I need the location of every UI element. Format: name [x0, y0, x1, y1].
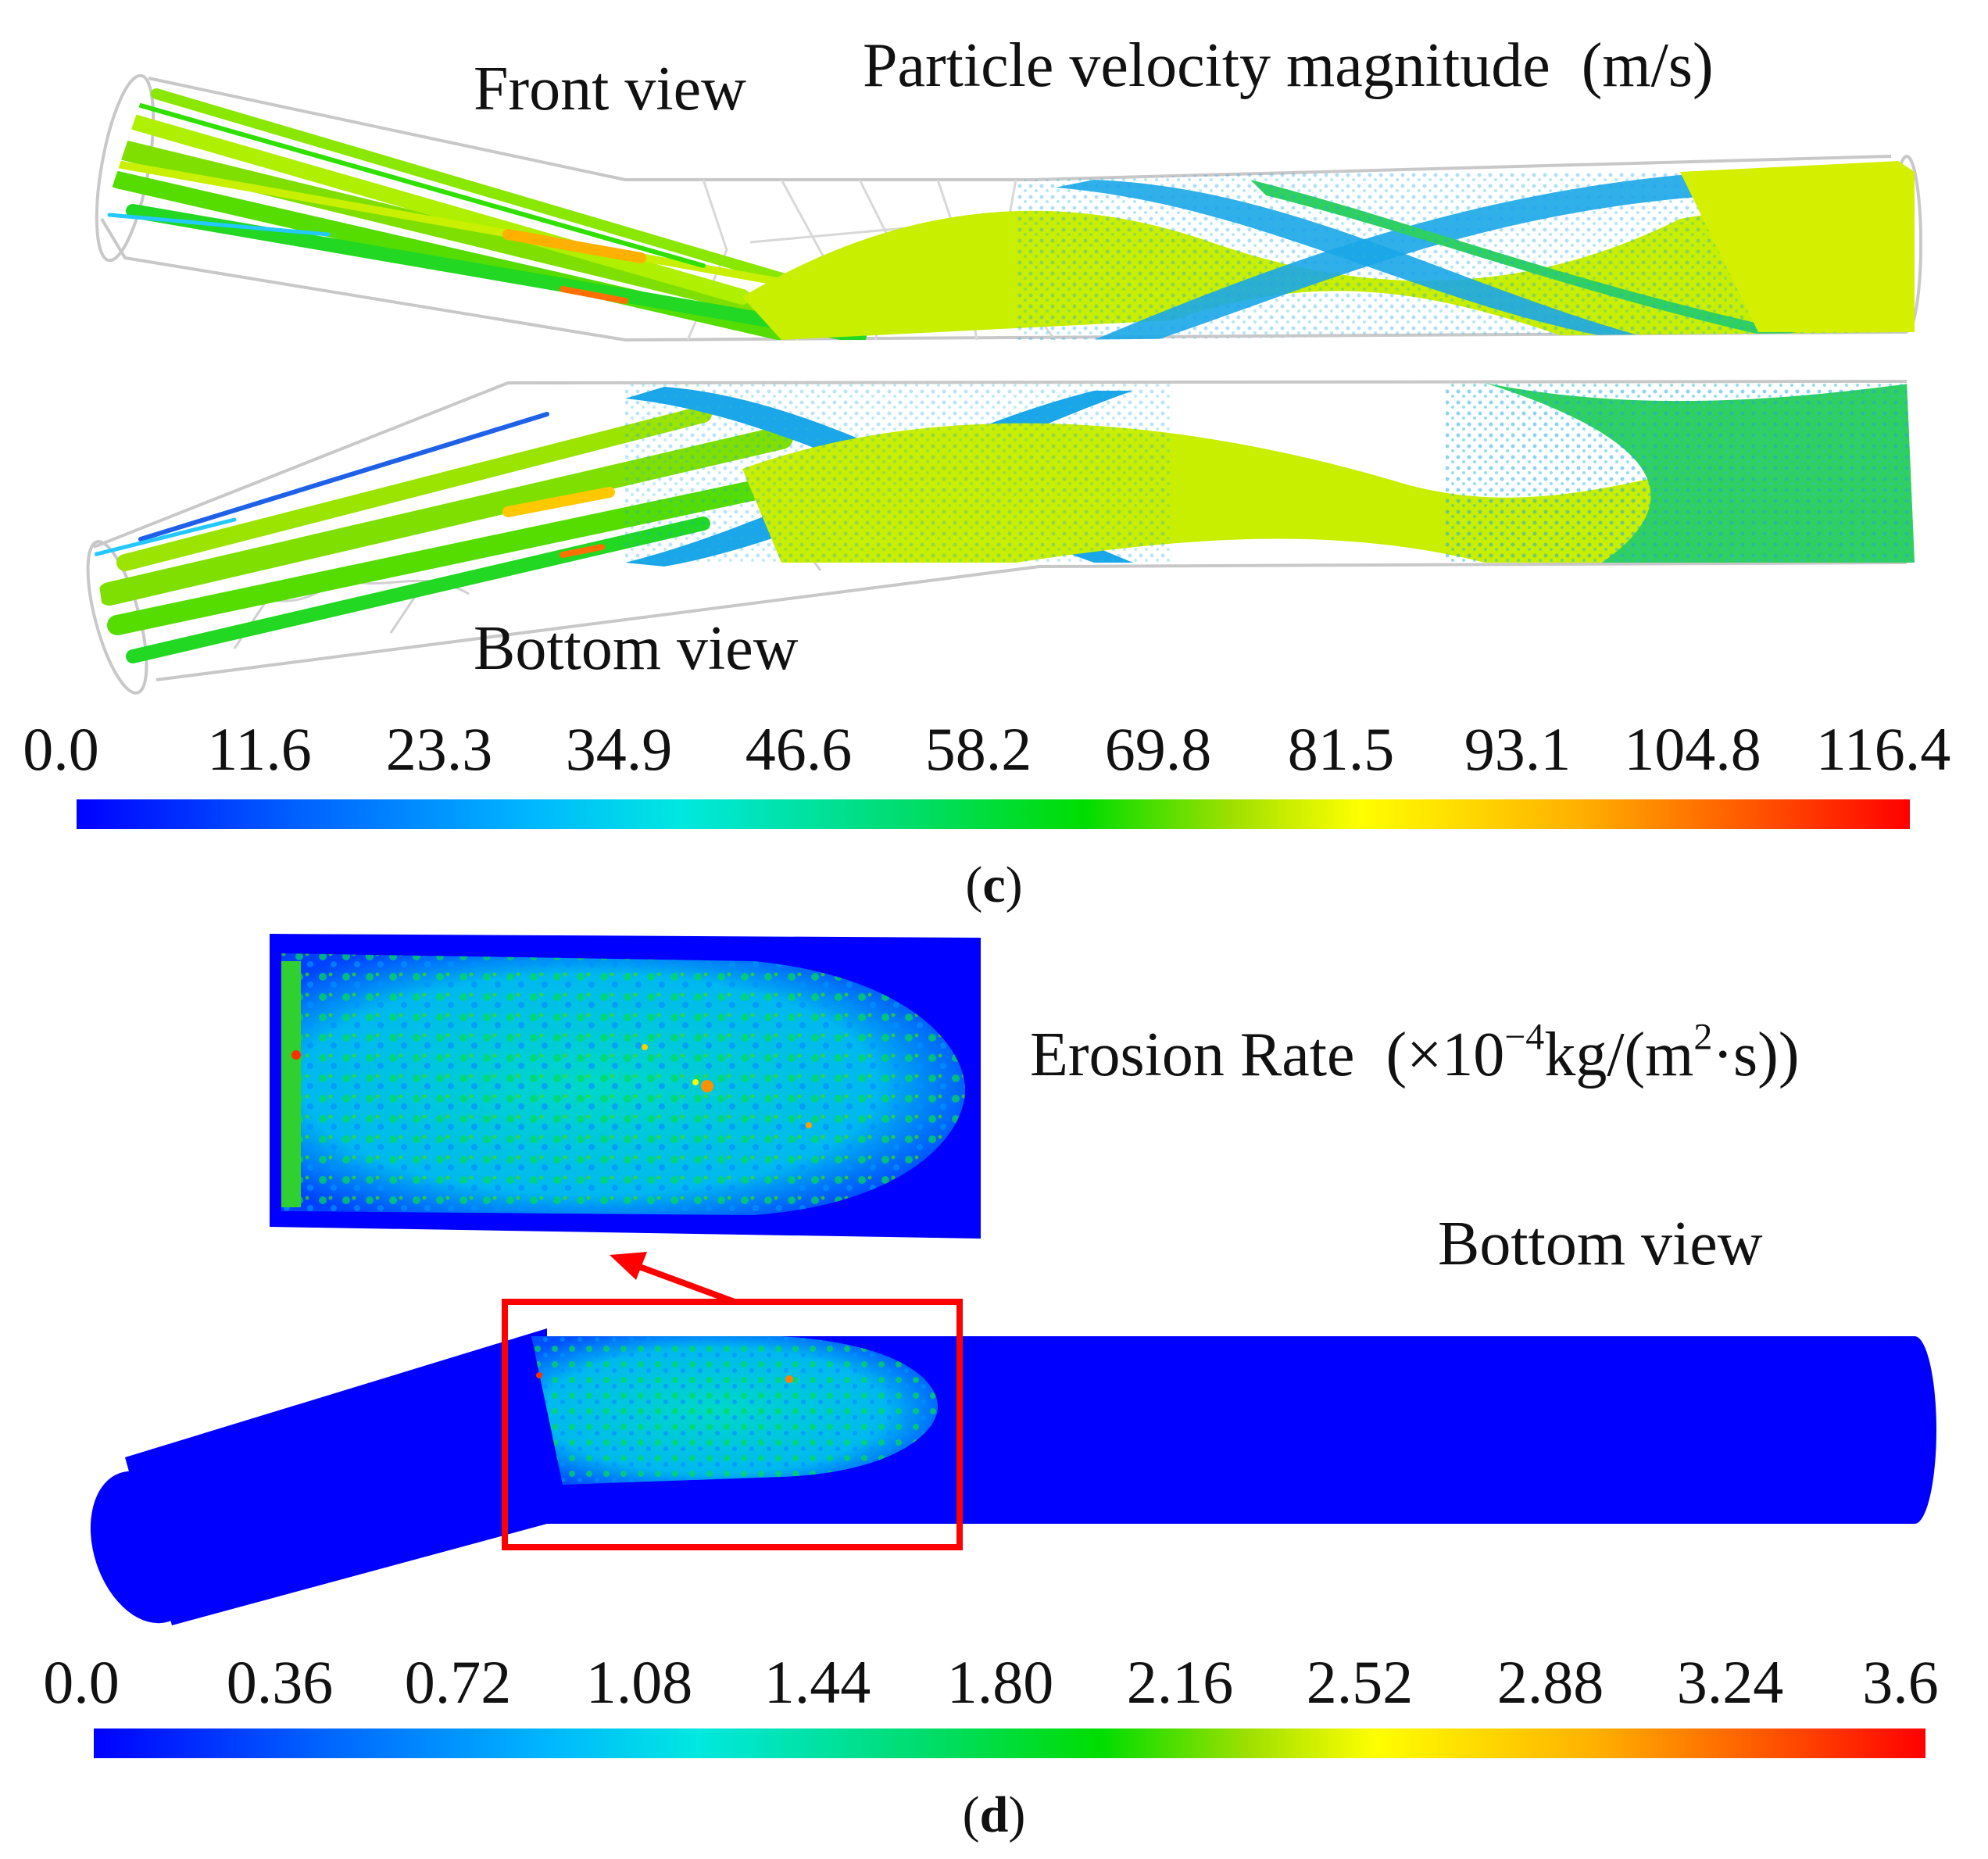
bottom-view-label-d: Bottom view [1438, 1210, 1763, 1278]
erosion-tick-0: 0.0 [43, 1648, 120, 1716]
front-view-label: Front view [474, 55, 746, 123]
bottom-view-pipe-velocity [86, 380, 1915, 695]
velocity-tick-3: 34.9 [565, 715, 673, 783]
erosion-zoom-inset [270, 934, 981, 1239]
erosion-tick-6: 2.16 [1126, 1648, 1234, 1716]
panel-d-letter: d [979, 1786, 1009, 1843]
velocity-tick-5: 58.2 [924, 715, 1032, 783]
erosion-title-mid: kg/(m [1544, 1021, 1694, 1089]
erosion-tick-10: 3.6 [1862, 1648, 1939, 1716]
velocity-tick-4: 46.6 [745, 715, 853, 783]
erosion-tick-2: 0.72 [404, 1648, 512, 1716]
erosion-tick-7: 2.52 [1306, 1648, 1414, 1716]
erosion-title: Erosion Rate (×10−4kg/(m2·s)) [1030, 1018, 1800, 1089]
front-view-pipe [95, 73, 1922, 342]
erosion-title-exp1: −4 [1504, 1016, 1545, 1058]
velocity-tick-2: 23.3 [385, 715, 493, 783]
velocity-tick-0: 0.0 [23, 715, 99, 783]
panel-c-letter: c [982, 856, 1006, 913]
erosion-title-suffix: ·s)) [1712, 1021, 1800, 1089]
erosion-pipe [90, 1299, 1936, 1625]
erosion-tick-5: 1.80 [946, 1648, 1054, 1716]
bottom-view-label-c: Bottom view [474, 614, 799, 683]
velocity-tick-8: 93.1 [1464, 715, 1571, 783]
erosion-tick-3: 1.08 [585, 1648, 693, 1716]
erosion-title-exp2: 2 [1693, 1016, 1713, 1058]
erosion-tick-9: 3.24 [1676, 1648, 1784, 1716]
zoom-arrow [610, 1252, 736, 1305]
erosion-title-prefix: Erosion Rate (×10 [1030, 1021, 1505, 1089]
erosion-colorbar [94, 1729, 1925, 1758]
velocity-colorbar [77, 799, 1910, 829]
velocity-title: Particle velocity magnitude (m/s) [863, 31, 1714, 100]
velocity-tick-9: 104.8 [1624, 715, 1761, 783]
velocity-tick-7: 81.5 [1287, 715, 1395, 783]
velocity-tick-1: 11.6 [207, 715, 312, 783]
panel-c-label: (c) [965, 856, 1023, 913]
velocity-tick-10: 116.4 [1815, 715, 1951, 783]
erosion-tick-8: 2.88 [1496, 1648, 1604, 1716]
erosion-tick-1: 0.36 [226, 1648, 334, 1716]
erosion-tick-4: 1.44 [763, 1648, 871, 1716]
velocity-tick-6: 69.8 [1104, 715, 1212, 783]
panel-d-label: (d) [962, 1786, 1026, 1843]
